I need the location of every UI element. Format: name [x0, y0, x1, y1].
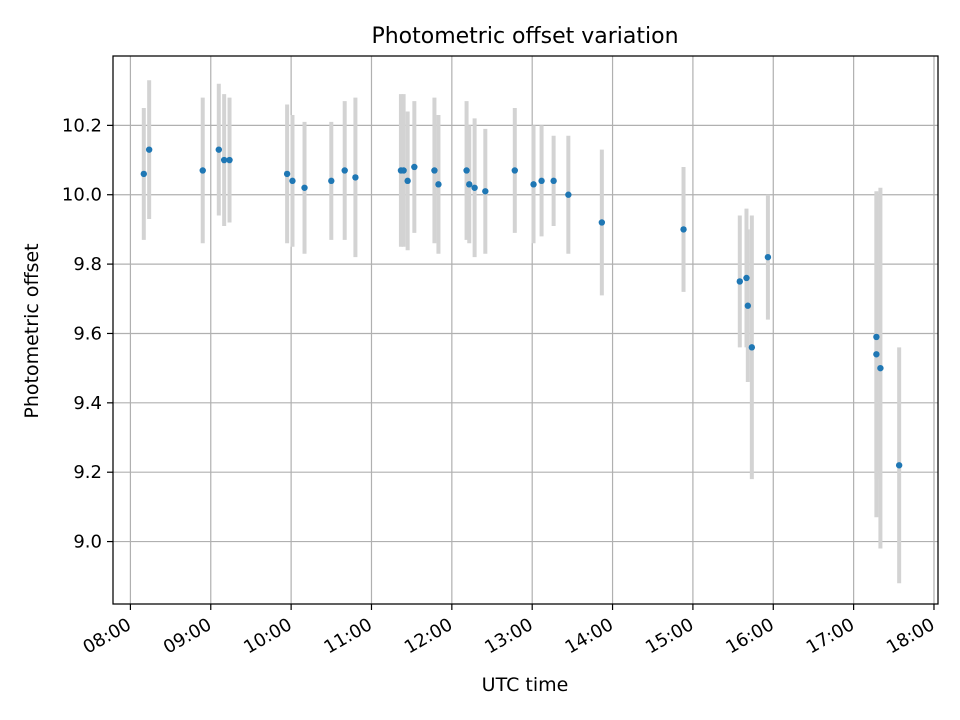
data-point — [400, 167, 407, 174]
y-axis-label: Photometric offset — [21, 243, 43, 418]
data-point — [511, 167, 518, 174]
x-tick-label: 18:00 — [883, 614, 938, 658]
data-point — [226, 156, 233, 164]
data-point — [482, 188, 489, 195]
y-tick-label: 9.8 — [73, 254, 102, 275]
data-point — [530, 181, 537, 188]
data-point — [764, 253, 772, 261]
x-tick-label: 09:00 — [160, 614, 215, 658]
data-point — [736, 278, 743, 285]
data-point — [680, 226, 687, 233]
data-point — [538, 177, 545, 185]
x-tick-label: 14:00 — [562, 614, 617, 658]
data-point — [283, 170, 291, 178]
data-point — [598, 219, 606, 226]
y-axis-ticks: 9.0 9.2 9.4 9.6 9.8 10.0 10.2 — [62, 115, 113, 553]
data-point — [466, 181, 473, 188]
data-points — [140, 146, 903, 469]
x-tick-label: 13:00 — [481, 614, 536, 658]
data-point — [431, 167, 438, 174]
x-tick-label: 17:00 — [803, 614, 858, 658]
data-point — [289, 177, 296, 185]
data-point — [328, 177, 335, 185]
y-tick-label: 9.0 — [73, 532, 102, 553]
y-tick-label: 9.4 — [73, 393, 102, 414]
data-point — [220, 156, 228, 164]
data-point — [743, 274, 750, 282]
data-point — [744, 302, 752, 309]
x-tick-label: 16:00 — [722, 614, 777, 658]
data-point — [895, 462, 903, 469]
data-point — [411, 163, 418, 171]
data-point — [873, 333, 880, 341]
data-point — [352, 174, 359, 181]
x-tick-label: 11:00 — [321, 614, 376, 658]
grid-lines — [113, 56, 938, 604]
data-point — [435, 181, 442, 188]
data-point — [550, 177, 557, 185]
data-point — [199, 167, 206, 174]
y-tick-label: 9.2 — [73, 462, 102, 483]
x-tick-label: 08:00 — [79, 614, 134, 658]
x-tick-label: 15:00 — [642, 614, 697, 658]
x-tick-label: 12:00 — [401, 614, 456, 658]
axes-frame — [112, 55, 939, 605]
data-point — [145, 146, 153, 153]
chart-title: Photometric offset variation — [371, 24, 678, 49]
y-tick-label: 9.6 — [73, 323, 102, 344]
data-point — [463, 167, 470, 174]
data-point — [471, 184, 478, 191]
x-tick-label: 10:00 — [240, 614, 295, 658]
data-point — [565, 191, 572, 198]
data-point — [748, 344, 756, 351]
data-point — [873, 351, 880, 358]
data-point — [404, 177, 411, 185]
x-axis-label: UTC time — [482, 674, 569, 696]
data-point — [301, 184, 308, 191]
data-point — [341, 167, 348, 174]
y-tick-label: 10.0 — [62, 185, 102, 206]
data-point — [877, 364, 884, 372]
data-point — [140, 170, 148, 178]
y-tick-label: 10.2 — [62, 115, 102, 136]
data-point — [215, 146, 223, 153]
x-axis-ticks: 08:00 09:00 10:00 11:00 12:00 13:00 14:00 15:00… — [79, 604, 938, 658]
error-bars — [141, 80, 902, 584]
